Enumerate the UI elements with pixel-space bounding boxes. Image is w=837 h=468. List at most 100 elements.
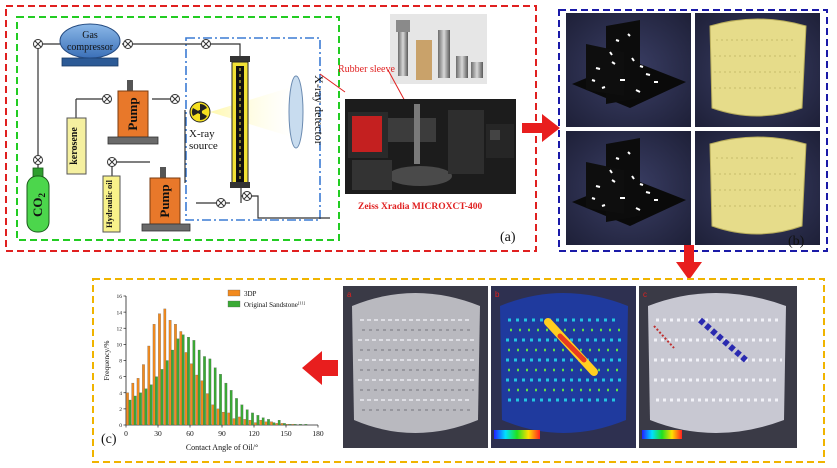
valve-icon (170, 94, 180, 104)
bar-3dp (163, 308, 167, 426)
x-tick-label: 90 (218, 429, 226, 438)
bar-3dp (232, 418, 236, 426)
valve-icon (242, 191, 252, 201)
xray-detector-label: X-ray detector (312, 75, 326, 145)
pump-bottom-icon (141, 167, 191, 232)
bar-sandstone (149, 384, 153, 426)
x-tick-label: 0 (124, 429, 128, 438)
bar-sandstone (261, 417, 265, 426)
rubber-sleeve-label: Rubber sleeve (338, 64, 395, 75)
bar-3dp (243, 419, 247, 426)
bar-3dp (168, 320, 172, 426)
pump-top-icon (107, 80, 159, 145)
bar-3dp (211, 404, 215, 426)
kerosene-tank (66, 117, 87, 175)
bar-sandstone (213, 367, 217, 426)
radiation-icon (189, 101, 211, 123)
panel-c-images: a b c (343, 286, 797, 448)
bar-sandstone (256, 415, 260, 426)
rubber-sleeve-photo (390, 14, 487, 84)
valve-icon (102, 94, 112, 104)
bar-sandstone (176, 338, 180, 426)
bar-3dp (184, 352, 188, 426)
bar-3dp (136, 378, 140, 426)
valve-icon (33, 155, 43, 165)
bar-3dp (158, 313, 161, 426)
legend-label-3dp: 3DP (244, 290, 257, 298)
valve-icon (107, 157, 117, 167)
bar-sandstone (293, 424, 297, 426)
panel-a-green-border (16, 16, 340, 241)
bar-3dp (142, 364, 145, 426)
sample-pointer (319, 73, 346, 93)
bar-3dp (264, 421, 268, 426)
bar-sandstone (219, 374, 222, 426)
bar-sandstone (267, 419, 270, 426)
bar-sandstone (165, 360, 169, 426)
xray-source-label-line1: X-ray (189, 128, 215, 140)
bar-3dp (275, 423, 279, 426)
arrow-a-to-b (522, 114, 560, 142)
y-tick-label: 8 (119, 359, 122, 365)
xray-source-label-line2: source (189, 140, 218, 152)
bar-sandstone (240, 404, 244, 426)
bar-3dp (286, 424, 289, 426)
panel-a-blue-dashdot-border (185, 37, 321, 221)
x-tick-label: 150 (280, 429, 292, 438)
xray-beam (210, 86, 295, 138)
x-tick-label: 180 (312, 429, 324, 438)
valve-icon (201, 39, 211, 49)
x-tick-label: 30 (154, 429, 162, 438)
y-tick-label: 12 (117, 326, 123, 332)
x-tick-label: 120 (248, 429, 260, 438)
co2-label-text: CO (30, 198, 45, 218)
bar-sandstone (208, 358, 212, 426)
bar-3dp (131, 382, 135, 426)
y-tick-label: 16 (117, 294, 123, 300)
pore-network-spheres-c (648, 293, 786, 433)
bar-3dp (216, 408, 220, 426)
bar-sandstone (251, 412, 254, 426)
bar-3dp (200, 380, 204, 426)
pump-bottom-label: Pump (157, 184, 172, 217)
pore-network-view-top (709, 18, 807, 117)
bar-3dp (179, 331, 183, 426)
bar-sandstone (144, 388, 148, 426)
bar-sandstone (187, 336, 190, 426)
y-tick-label: 6 (119, 375, 122, 381)
panel-b-images (566, 13, 820, 245)
bar-3dp (254, 422, 257, 426)
gas-compressor-icon (59, 23, 121, 67)
x-tick-label: 60 (186, 429, 194, 438)
contact-angle-histogram: 0 30 60 90 120 150 180 0 2 4 6 8 10 12 14 16 Contact Ang… (102, 289, 324, 452)
y-tick-label: 14 (117, 310, 123, 316)
pore-network-colored-b (500, 293, 628, 433)
valve-icon (33, 39, 43, 49)
legend-swatch-sandstone (227, 300, 241, 308)
x-axis-label: Contact Angle of Oil/° (186, 443, 258, 452)
panel-c-border (92, 278, 825, 463)
bar-3dp (222, 411, 225, 426)
y-tick-label: 2 (119, 407, 122, 413)
bar-3dp (190, 363, 193, 426)
bar-sandstone (160, 369, 164, 426)
bar-sandstone (304, 424, 308, 426)
co2-label: CO2 (30, 193, 47, 218)
panel-a-label: (a) (500, 230, 516, 245)
bar-sandstone (203, 356, 206, 426)
bar-3dp (195, 374, 199, 426)
valve-icon (123, 39, 133, 49)
kerosene-label: kerosene (69, 127, 80, 165)
co2-label-subscript: 2 (37, 193, 47, 198)
bar-3dp (259, 420, 263, 426)
pore-network-view-bottom (709, 136, 807, 235)
legend-swatch-3dp (227, 289, 241, 297)
bar-sandstone (299, 424, 302, 426)
bar-sandstone (272, 422, 276, 426)
panel-b-label: (b) (788, 234, 805, 249)
instrument-label: Zeiss Xradia MICROXCT-400 (358, 202, 482, 212)
bar-sandstone (288, 424, 292, 426)
bar-3dp (152, 324, 156, 426)
slice-view-bottom (572, 138, 686, 226)
